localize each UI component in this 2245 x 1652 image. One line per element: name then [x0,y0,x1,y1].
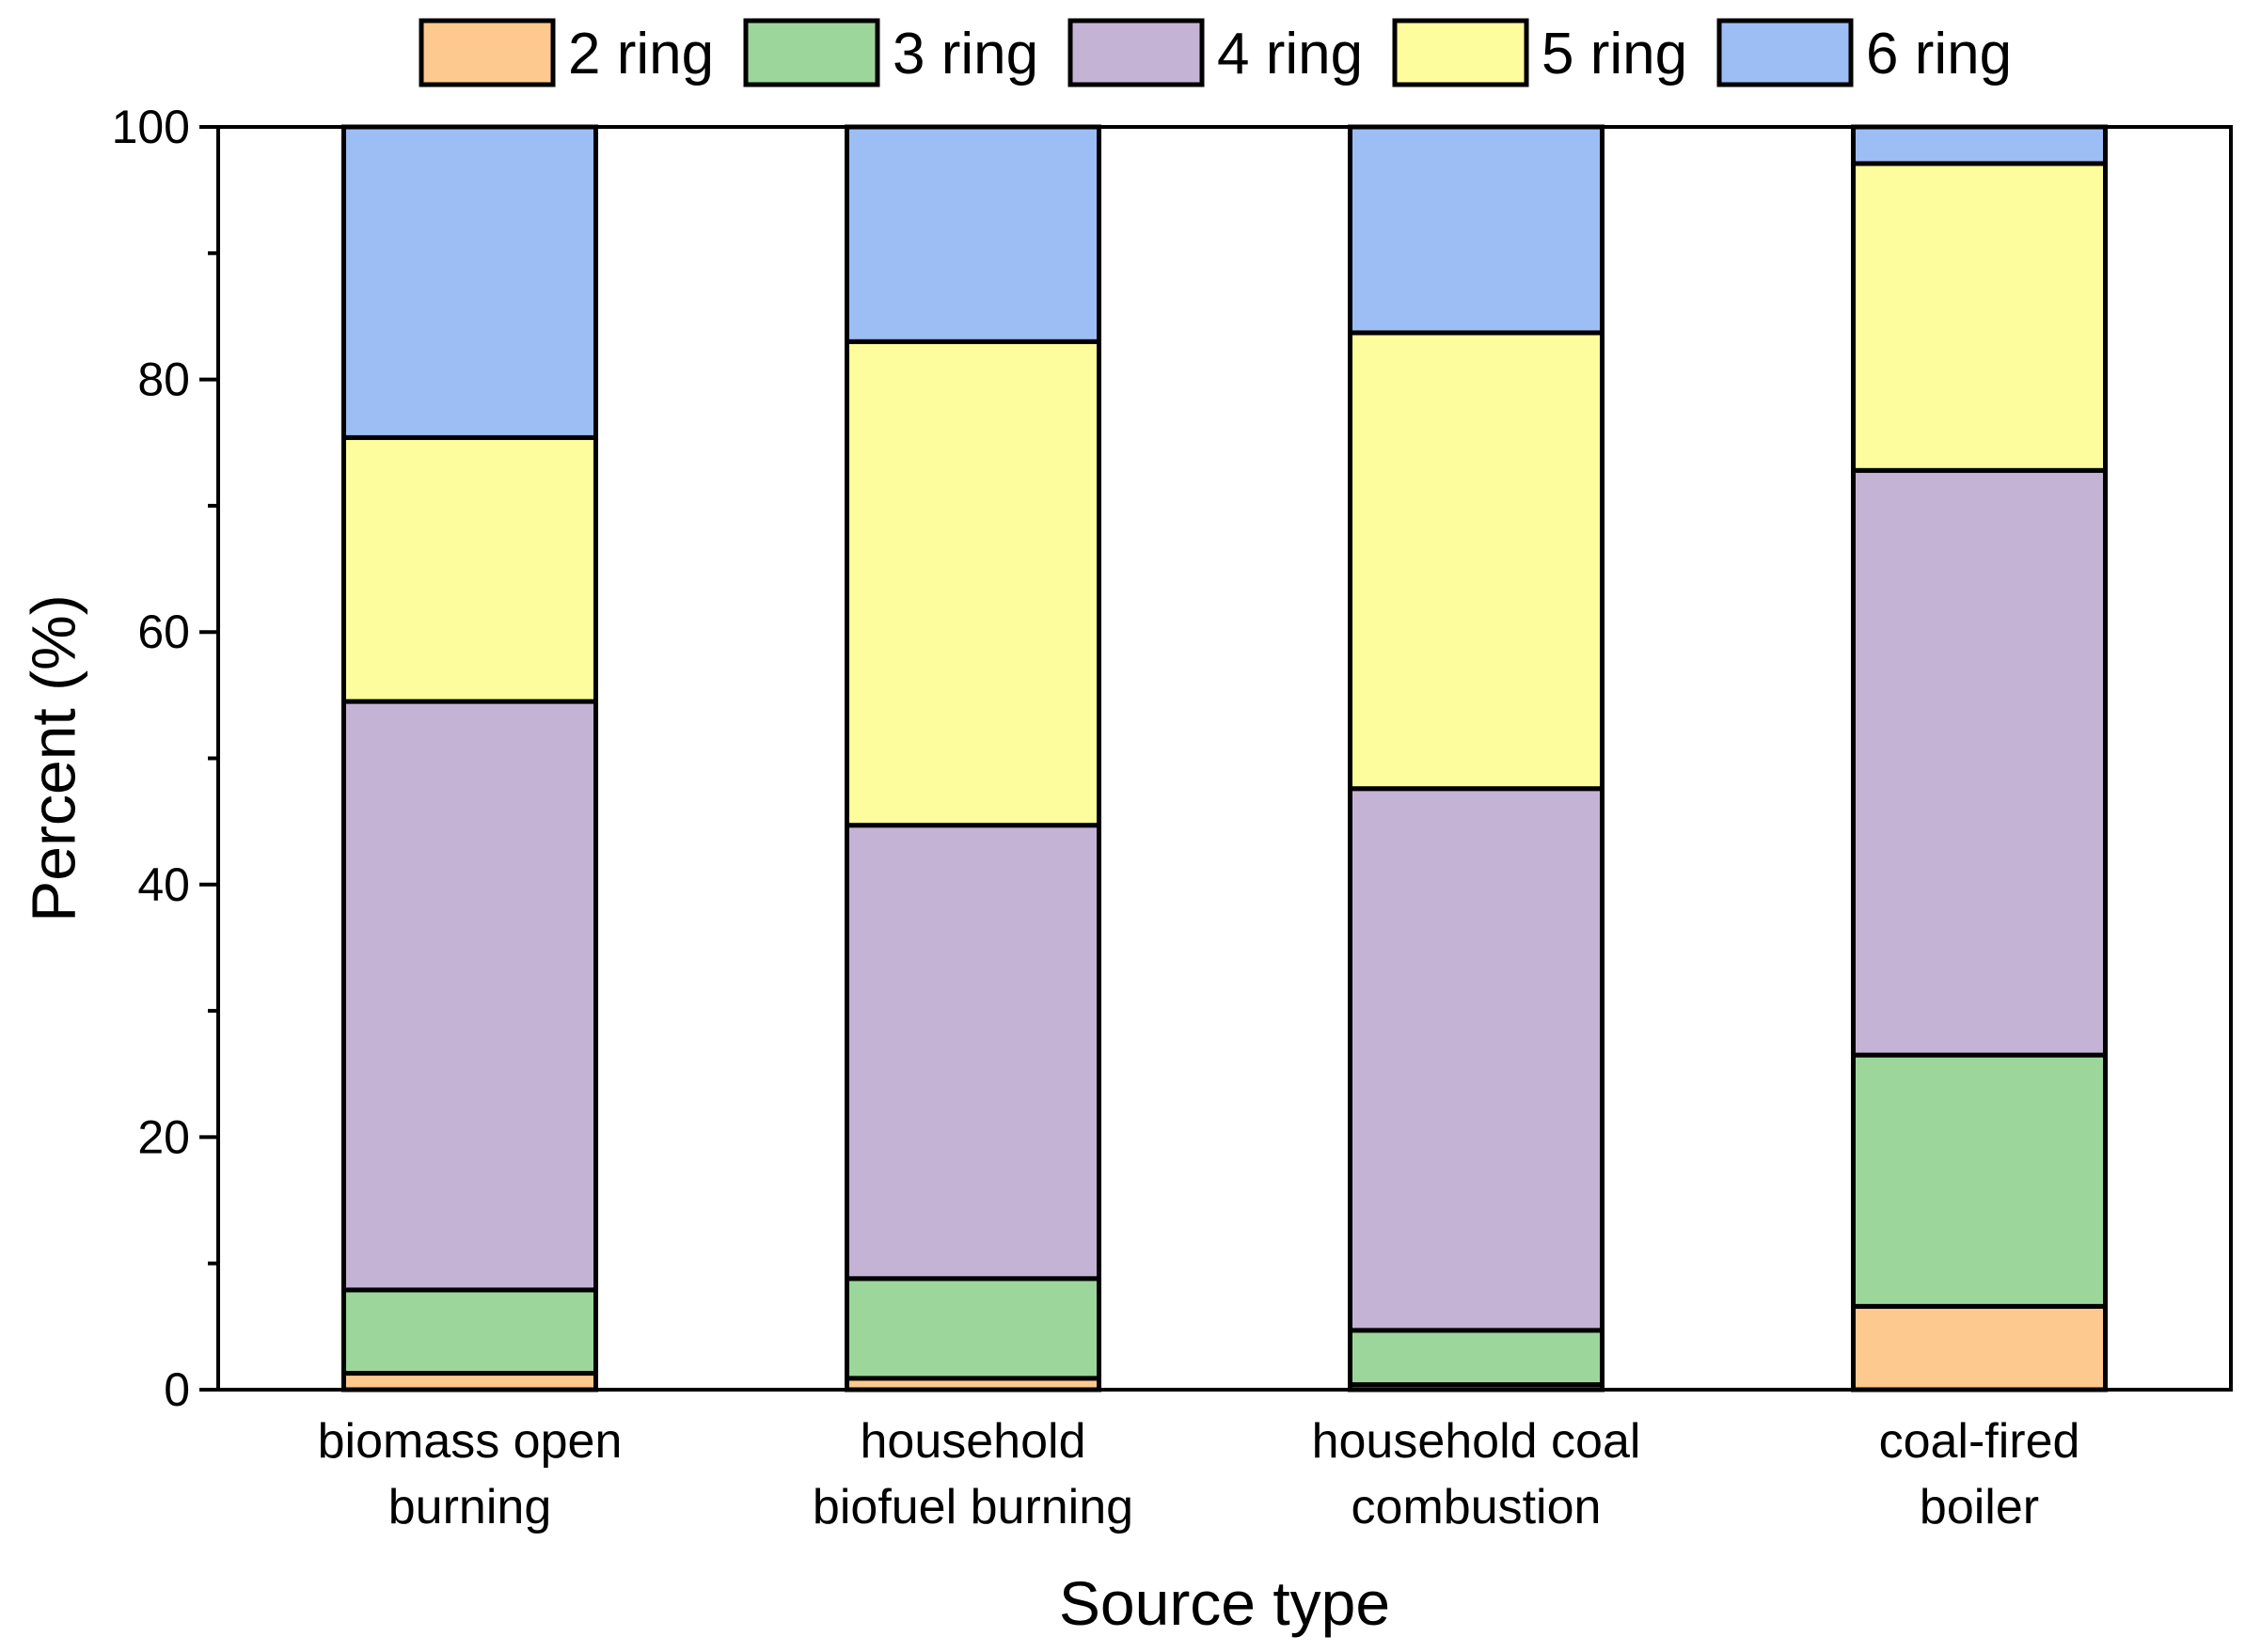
bar-segment-2-ring-cat3 [1851,1303,2108,1392]
bars-group [341,124,2108,1392]
legend: 2 ring 3 ring 4 ring 5 ring 6 ring [419,18,2012,87]
legend-label: 2 ring [568,22,714,87]
x-tick-label: combustion [1352,1480,1602,1534]
legend-label: 4 ring [1217,22,1363,87]
bar-segment-6-ring-cat0 [341,124,598,440]
legend-swatch-3-ring [743,18,880,87]
bar-segment-5-ring-cat3 [1851,161,2108,473]
bar-segment-4-ring-cat0 [341,699,598,1293]
bar-segment-5-ring-cat1 [845,338,1101,828]
bar-segment-2-ring-cat0 [341,1371,598,1392]
x-tick-label: household coal [1312,1414,1641,1469]
bar-segment-5-ring-cat0 [341,434,598,704]
x-tick-label: burning [388,1480,551,1534]
x-tick-label: biofuel burning [813,1480,1133,1534]
bar-segment-6-ring-cat3 [1851,124,2108,166]
bar-segment-4-ring-cat3 [1851,467,2108,1058]
legend-swatch-6-ring [1716,18,1854,87]
x-tick-label: coal-fired [1879,1414,2080,1469]
y-tick-label: 60 [137,606,190,658]
legend-swatch-5-ring [1392,18,1529,87]
bar-segment-6-ring-cat1 [845,124,1101,344]
y-tick-label: 100 [112,101,190,153]
legend-label: 5 ring [1541,22,1687,87]
axes-group: biomass open burning household biofuel burn… [112,101,2233,1534]
x-tick-label: boiler [1920,1480,2039,1534]
bar-segment-3-ring-cat1 [845,1276,1101,1381]
legend-swatch-4-ring [1067,18,1205,87]
bar-segment-3-ring-cat0 [341,1287,598,1377]
y-tick-label: 80 [137,354,190,406]
bar-segment-4-ring-cat1 [845,823,1101,1282]
y-tick-label: 20 [137,1110,190,1163]
x-tick-label: household [861,1414,1086,1469]
legend-label: 3 ring [893,22,1038,87]
bar-segment-4-ring-cat2 [1348,786,1605,1333]
y-axis-title: Percent (%) [18,594,87,921]
bar-segment-5-ring-cat2 [1348,330,1605,792]
y-tick-label: 0 [164,1363,190,1416]
legend-label: 6 ring [1866,22,2012,87]
bar-segment-3-ring-cat3 [1851,1052,2108,1309]
x-axis-title: Source type [1059,1568,1390,1638]
x-tick-label: biomass open [318,1414,623,1469]
y-tick-label: 40 [137,858,190,911]
legend-swatch-2-ring [419,18,556,87]
bar-segment-6-ring-cat2 [1348,124,1605,336]
bar-segment-3-ring-cat2 [1348,1328,1605,1388]
